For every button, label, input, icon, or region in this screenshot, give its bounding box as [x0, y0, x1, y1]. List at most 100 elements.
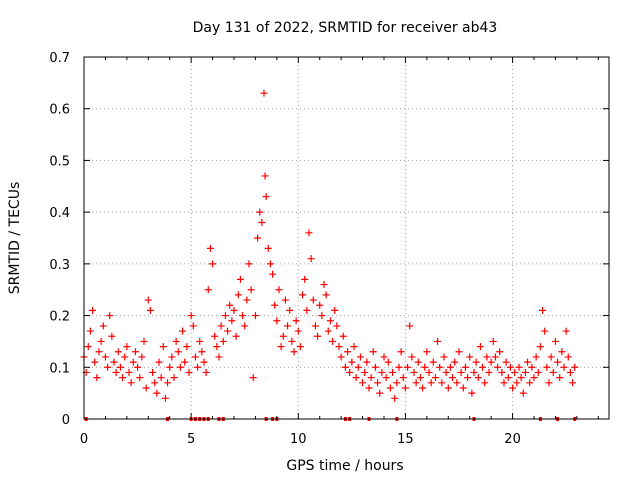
data-point	[119, 374, 127, 382]
data-point	[483, 353, 491, 361]
data-point	[170, 374, 178, 382]
data-point	[496, 348, 504, 356]
data-point	[140, 337, 148, 345]
data-point	[386, 384, 394, 392]
data-point	[380, 353, 388, 361]
data-point	[254, 234, 262, 242]
data-point	[322, 291, 330, 299]
data-point	[299, 291, 307, 299]
data-point	[232, 332, 240, 340]
data-point	[444, 384, 452, 392]
data-point	[470, 368, 478, 376]
data-point	[440, 353, 448, 361]
data-point	[84, 343, 92, 351]
data-point	[261, 172, 269, 180]
data-point	[453, 379, 461, 387]
data-point	[279, 332, 287, 340]
data-point	[517, 374, 525, 382]
data-point	[547, 353, 555, 361]
data-point	[179, 327, 187, 335]
data-point	[204, 286, 212, 294]
data-point	[498, 368, 506, 376]
data-point	[431, 374, 439, 382]
data-point	[374, 379, 382, 387]
data-point	[234, 291, 242, 299]
data-point	[429, 358, 437, 366]
data-point	[363, 358, 371, 366]
data-point	[371, 363, 379, 371]
data-point	[249, 374, 257, 382]
data-point	[127, 379, 135, 387]
data-point	[414, 358, 422, 366]
data-point	[389, 368, 397, 376]
data-point	[382, 374, 390, 382]
data-point	[99, 322, 107, 330]
data-point	[446, 363, 454, 371]
data-point	[442, 368, 450, 376]
data-point	[354, 363, 362, 371]
data-point	[348, 358, 356, 366]
data-point	[558, 348, 566, 356]
data-point	[419, 384, 427, 392]
data-point	[271, 301, 279, 309]
data-point	[108, 332, 116, 340]
data-point	[176, 363, 184, 371]
data-point	[247, 286, 255, 294]
data-point	[134, 363, 142, 371]
data-point	[264, 244, 272, 252]
data-point	[515, 363, 523, 371]
data-point	[245, 260, 253, 268]
x-tick-label: 5	[187, 432, 195, 447]
data-point	[95, 348, 103, 356]
data-point	[384, 358, 392, 366]
data-point	[112, 368, 120, 376]
data-point	[556, 374, 564, 382]
data-point	[331, 306, 339, 314]
data-point	[161, 394, 169, 402]
data-point	[215, 353, 223, 361]
data-point	[164, 379, 172, 387]
data-point	[536, 343, 544, 351]
data-point	[549, 368, 557, 376]
y-tick-label: 0.2	[49, 310, 70, 325]
data-point	[502, 358, 510, 366]
data-point	[532, 353, 540, 361]
data-point	[560, 363, 568, 371]
data-point	[219, 337, 227, 345]
data-point	[281, 296, 289, 304]
data-point	[335, 343, 343, 351]
data-point	[311, 322, 319, 330]
data-point	[339, 332, 347, 340]
data-point	[459, 384, 467, 392]
data-point	[144, 296, 152, 304]
data-point	[359, 379, 367, 387]
data-point	[474, 374, 482, 382]
data-point	[506, 363, 514, 371]
data-point	[189, 322, 197, 330]
data-point	[292, 317, 300, 325]
data-point	[221, 312, 229, 320]
data-point	[305, 229, 313, 237]
data-point	[455, 348, 463, 356]
data-point	[569, 379, 577, 387]
data-point	[344, 348, 352, 356]
data-point	[153, 389, 161, 397]
data-point	[320, 281, 328, 289]
data-point	[367, 374, 375, 382]
data-point	[318, 312, 326, 320]
data-point	[376, 389, 384, 397]
data-point	[494, 363, 502, 371]
data-point	[251, 312, 259, 320]
data-point	[198, 348, 206, 356]
data-point	[511, 368, 519, 376]
data-point	[401, 384, 409, 392]
data-point	[451, 358, 459, 366]
data-point	[410, 368, 418, 376]
data-point	[562, 327, 570, 335]
data-point	[262, 193, 270, 201]
data-point	[333, 322, 341, 330]
data-point	[91, 358, 99, 366]
data-point	[551, 337, 559, 345]
data-point	[464, 374, 472, 382]
y-tick-label: 0.4	[49, 206, 70, 221]
